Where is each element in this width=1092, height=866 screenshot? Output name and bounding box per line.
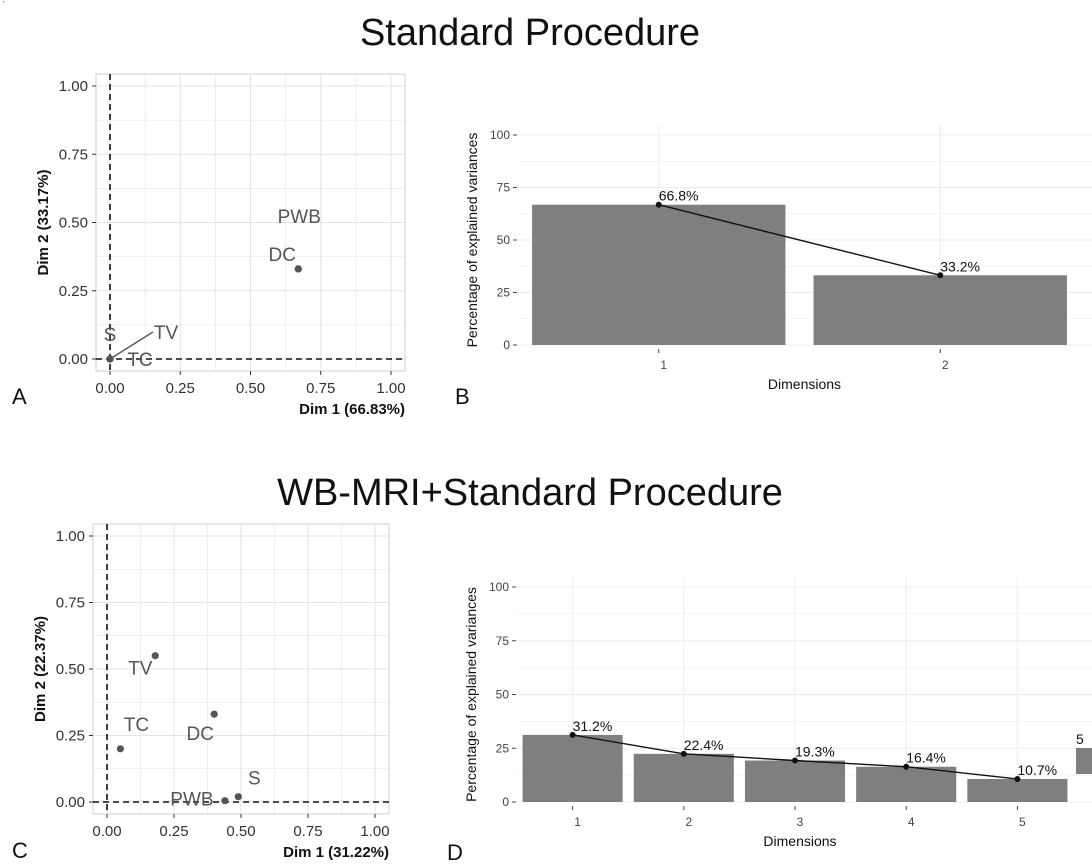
- y-tick-label-a: 0.25: [59, 283, 88, 300]
- point-label-c: DC: [186, 724, 213, 745]
- y-tick-label-c: 0.25: [56, 728, 85, 745]
- y-tick-label-d: 75: [496, 634, 510, 648]
- x-tick-label-d: 5: [1019, 815, 1026, 829]
- x-tick-label-a: 0.75: [306, 380, 335, 397]
- y-axis-label-d: Percentage of explained variances: [463, 587, 479, 802]
- data-label-b: 66.8%: [659, 188, 699, 204]
- point-label-a: TC: [127, 350, 152, 371]
- bar-b: [813, 275, 1067, 345]
- y-tick-label-a: 1.00: [59, 78, 88, 95]
- bar-d: [522, 734, 623, 802]
- y-axis-label-b: Percentage of explained variances: [464, 133, 480, 348]
- bar-d: [856, 766, 957, 802]
- point-label-c: TV: [128, 659, 153, 680]
- y-tick-label-c: 0.00: [56, 794, 85, 811]
- x-tick-label-b: 2: [942, 358, 949, 372]
- y-tick-label-b: 50: [497, 233, 511, 247]
- y-tick-label-a: 0.50: [59, 215, 88, 232]
- y-tick-label-c: 0.50: [56, 661, 85, 678]
- y-tick-label-d: 0: [502, 795, 509, 809]
- y-tick-label-a: 0.75: [59, 146, 88, 163]
- data-point-a: [106, 355, 114, 363]
- x-axis-label-b: Dimensions: [768, 376, 841, 392]
- x-tick-label-a: 0.25: [166, 380, 195, 397]
- y-tick-label-b: 100: [490, 128, 510, 142]
- x-tick-label-c: 1.00: [360, 823, 389, 840]
- bar-d: [744, 760, 846, 802]
- y-tick-label-b: 0: [503, 338, 510, 352]
- line-point-d: [792, 757, 798, 764]
- y-tick-label-d: 100: [489, 580, 509, 594]
- bar-b: [532, 204, 786, 345]
- point-label-c: S: [248, 769, 261, 790]
- data-label-d: 31.2%: [573, 718, 613, 734]
- line-point-b: [655, 201, 662, 208]
- point-label-a: DC: [269, 245, 296, 266]
- x-tick-label-c: 0.75: [293, 823, 322, 840]
- bar-d: [967, 778, 1068, 802]
- data-point-c: [210, 710, 218, 718]
- line-point-d: [569, 731, 576, 738]
- y-tick-label-a: 0.00: [59, 351, 88, 368]
- corner-mark: ': [3, 0, 5, 9]
- y-tick-label-b: 25: [497, 286, 511, 300]
- data-label-d: 10.7%: [1017, 762, 1057, 778]
- panel-letter-b: B: [455, 384, 470, 409]
- panel-letter-a: A: [12, 384, 27, 409]
- partial-bar-d: [1076, 748, 1092, 774]
- label-connector-a: [109, 331, 154, 360]
- x-tick-label-a: 0.50: [236, 380, 265, 397]
- panel-letter-d: D: [447, 840, 463, 865]
- title-wbmri-standard-procedure: WB-MRI+Standard Procedure: [277, 472, 783, 514]
- x-tick-label-a: 0.00: [95, 380, 124, 397]
- x-tick-label-a: 1.00: [376, 380, 405, 397]
- x-tick-label-b: 1: [660, 358, 667, 372]
- point-label-a: TV: [154, 323, 179, 344]
- data-point-c: [221, 797, 229, 805]
- x-tick-label-d: 3: [797, 815, 804, 829]
- point-label-c: PWB: [170, 790, 213, 811]
- data-label-b: 33.2%: [940, 258, 980, 274]
- point-label-c: TC: [124, 715, 149, 736]
- y-tick-label-d: 50: [496, 688, 510, 702]
- y-tick-label-d: 25: [496, 741, 510, 755]
- bar-d: [633, 753, 734, 802]
- data-point-c: [234, 793, 242, 801]
- explained-variance-line-b: [658, 204, 941, 276]
- line-point-d: [680, 750, 687, 757]
- x-tick-label-d: 4: [908, 815, 915, 829]
- x-axis-label-c: Dim 1 (31.22%): [283, 844, 389, 861]
- data-label-d: 19.3%: [795, 744, 835, 760]
- x-axis-label-d: Dimensions: [763, 833, 836, 849]
- data-point-a: [294, 265, 302, 273]
- y-tick-label-c: 0.75: [56, 595, 85, 612]
- y-tick-label-c: 1.00: [56, 528, 85, 545]
- y-axis-label-c: Dim 2 (22.37%): [32, 616, 49, 722]
- partial-bar-label-d: 5: [1076, 731, 1084, 747]
- data-label-d: 22.4%: [684, 737, 724, 753]
- point-label-a: PWB: [278, 207, 321, 228]
- line-point-b: [937, 272, 944, 279]
- panel-letter-c: C: [12, 838, 28, 863]
- x-tick-label-d: 1: [574, 815, 581, 829]
- x-tick-label-c: 0.00: [92, 823, 121, 840]
- x-tick-label-c: 0.25: [159, 823, 188, 840]
- x-axis-label-a: Dim 1 (66.83%): [299, 401, 405, 418]
- x-tick-label-d: 2: [685, 815, 692, 829]
- data-point-c: [151, 652, 159, 660]
- x-tick-label-c: 0.50: [226, 823, 255, 840]
- y-axis-label-a: Dim 2 (33.17%): [35, 170, 52, 276]
- y-tick-label-b: 75: [497, 181, 511, 195]
- data-label-d: 16.4%: [906, 750, 946, 766]
- line-point-d: [1014, 775, 1021, 782]
- title-standard-procedure: Standard Procedure: [359, 12, 701, 54]
- point-label-a: S: [104, 325, 117, 346]
- line-point-d: [903, 763, 910, 770]
- data-point-c: [116, 745, 124, 753]
